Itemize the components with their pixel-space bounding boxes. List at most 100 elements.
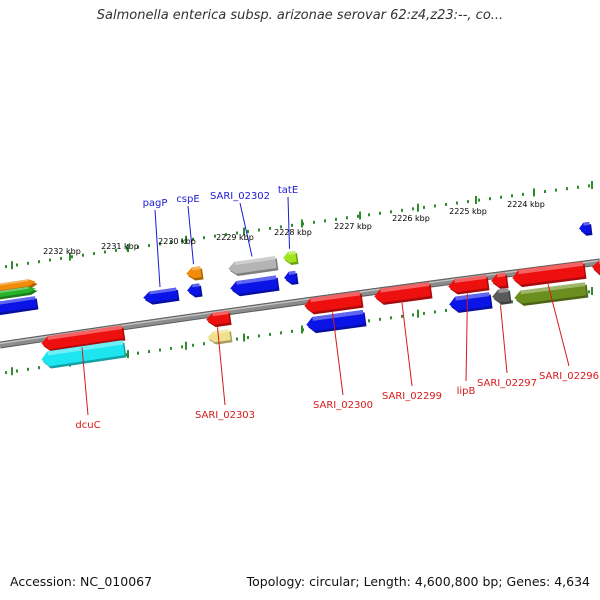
gene-arrow-highlight — [149, 287, 177, 295]
major-tick — [243, 227, 245, 236]
label-leaders — [81, 196, 570, 416]
leader-line — [287, 196, 290, 249]
scale-label: 2225 kbp — [449, 207, 487, 216]
gene-arrow-highlight — [498, 288, 509, 294]
gene-feature[interactable] — [0, 296, 39, 316]
gene-arrow-highlight — [454, 275, 487, 283]
minor-tick — [390, 316, 392, 320]
minor-tick — [115, 248, 117, 252]
minor-tick — [423, 311, 425, 315]
gene-feature[interactable] — [40, 325, 126, 352]
gene-arrow-highlight — [47, 340, 124, 356]
gene-feature[interactable] — [373, 282, 433, 306]
leader-line — [547, 284, 570, 367]
minor-tick — [170, 346, 172, 350]
gene-feature[interactable] — [142, 287, 180, 305]
minor-tick — [49, 258, 51, 262]
gene-arrow-highlight — [47, 325, 123, 340]
minor-tick — [247, 229, 249, 233]
gene-label[interactable]: SARI_02302 — [210, 191, 270, 202]
minor-tick — [203, 236, 205, 240]
minor-tick — [577, 185, 579, 189]
minor-tick — [555, 188, 557, 192]
minor-tick — [16, 369, 18, 373]
gene-feature[interactable] — [205, 310, 232, 329]
gene-arrow-highlight — [236, 275, 277, 285]
scale-label: 2224 kbp — [507, 200, 545, 209]
gene-feature[interactable] — [578, 221, 593, 237]
minor-tick — [467, 200, 469, 204]
gene-arrow-highlight — [212, 310, 229, 317]
gene-feature[interactable] — [511, 261, 587, 288]
major-tick — [417, 203, 419, 212]
minor-tick — [236, 337, 238, 341]
major-tick — [11, 261, 13, 270]
minor-tick — [412, 313, 414, 317]
gene-feature[interactable] — [490, 272, 509, 290]
minor-tick — [412, 207, 414, 211]
gene-arrow-highlight — [234, 256, 276, 266]
gene-label[interactable]: SARI_02300 — [313, 400, 373, 411]
gene-feature[interactable] — [305, 310, 367, 334]
major-tick — [69, 252, 71, 261]
gene-feature[interactable] — [227, 256, 279, 277]
major-tick — [301, 219, 303, 228]
gene-feature[interactable] — [447, 275, 490, 296]
gene-feature[interactable] — [448, 292, 493, 314]
minor-tick — [445, 202, 447, 206]
gene-feature[interactable] — [185, 266, 204, 282]
gene-feature[interactable] — [186, 283, 203, 298]
gene-label[interactable]: SARI_02296 — [539, 371, 599, 382]
gene-feature[interactable] — [491, 288, 512, 306]
scale-label: 2226 kbp — [392, 214, 430, 223]
gene-feature[interactable] — [282, 250, 299, 266]
leader-line — [81, 347, 89, 416]
gene-label[interactable]: lipB — [457, 386, 476, 397]
gene-label[interactable]: cspE — [176, 194, 199, 205]
scale-label: 2228 kbp — [274, 228, 312, 237]
gene-label[interactable]: tatE — [278, 185, 298, 196]
major-tick — [185, 235, 187, 244]
gene-arrow — [592, 260, 600, 274]
gene-label[interactable]: pagP — [143, 198, 168, 209]
minor-tick — [291, 329, 293, 333]
minor-tick — [258, 228, 260, 232]
minor-tick — [38, 260, 40, 264]
gene-arrow-highlight — [0, 279, 29, 287]
minor-tick — [214, 234, 216, 238]
gene-label[interactable]: dcuC — [75, 420, 100, 431]
minor-tick — [478, 198, 480, 202]
minor-tick — [159, 348, 161, 352]
minor-tick — [456, 201, 458, 205]
gene-feature[interactable] — [206, 329, 233, 346]
minor-tick — [357, 214, 359, 218]
gene-label[interactable]: SARI_02297 — [477, 378, 537, 389]
minor-tick — [247, 335, 249, 339]
minor-tick — [159, 242, 161, 246]
minor-tick — [566, 187, 568, 191]
minor-tick — [192, 237, 194, 241]
tick-row-top — [5, 181, 593, 270]
gene-label[interactable]: SARI_02303 — [195, 410, 255, 421]
minor-tick — [236, 231, 238, 235]
minor-tick — [445, 308, 447, 312]
leader-line — [239, 202, 253, 257]
gene-arrow-highlight — [518, 261, 584, 275]
scale-label: 2229 kbp — [216, 233, 254, 242]
minor-tick — [522, 192, 524, 196]
leader-line — [332, 312, 344, 396]
gene-feature[interactable] — [283, 270, 299, 286]
gene-feature[interactable] — [40, 340, 127, 370]
minor-tick — [5, 371, 7, 375]
gene-feature[interactable] — [229, 275, 280, 297]
gene-arrow — [0, 286, 36, 299]
minor-tick — [588, 184, 590, 188]
gene-label[interactable]: SARI_02299 — [382, 391, 442, 402]
gene-arrow — [0, 279, 36, 292]
gene-feature[interactable] — [0, 285, 38, 301]
minor-tick — [368, 319, 370, 323]
scale-label: 2230 kbp — [158, 237, 196, 246]
gene-feature[interactable] — [303, 291, 364, 315]
minor-tick — [379, 211, 381, 215]
